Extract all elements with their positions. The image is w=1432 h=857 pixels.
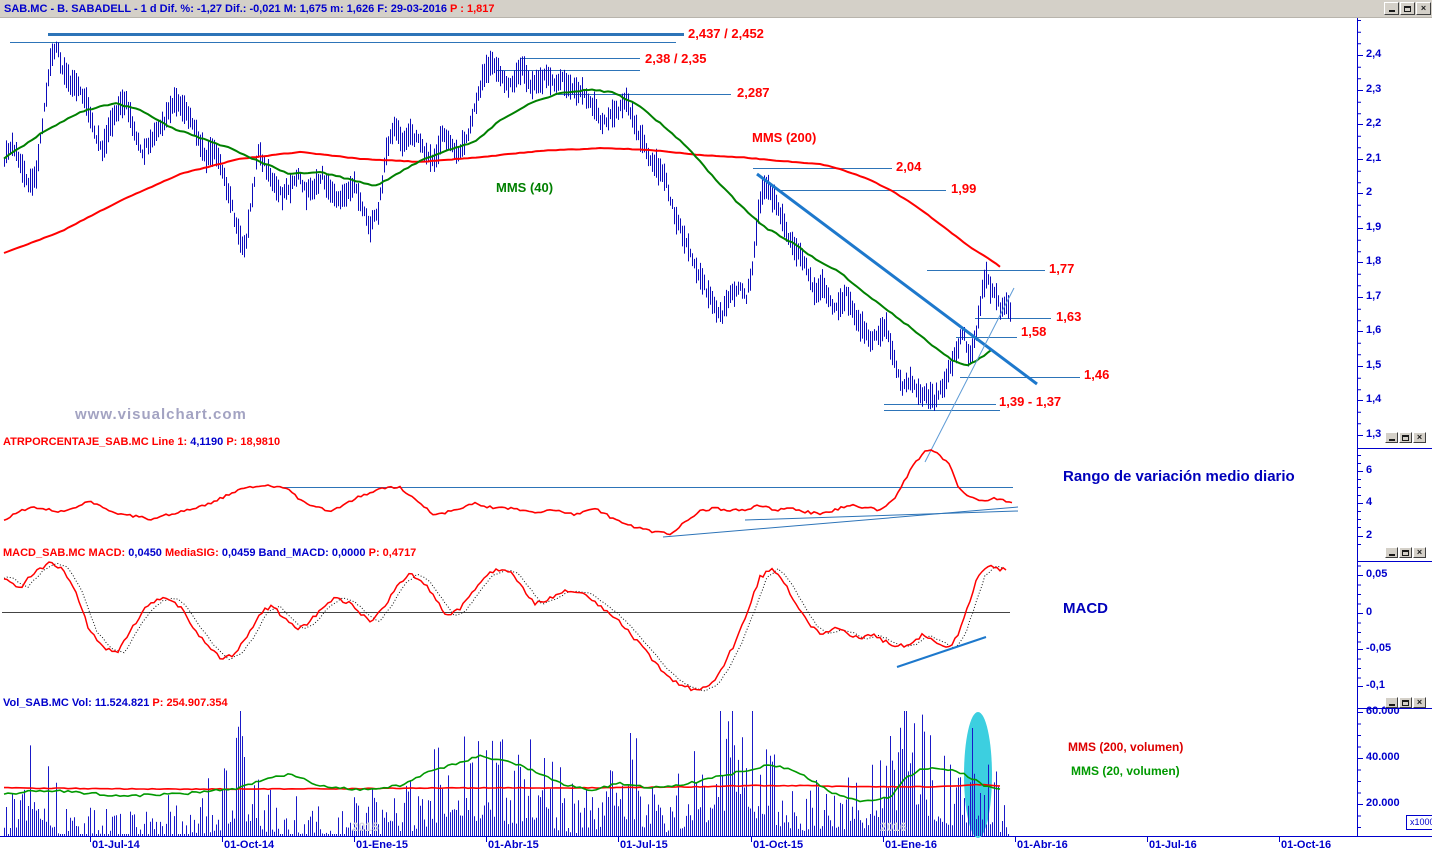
maximize-icon: [1402, 699, 1409, 706]
close-icon: ×: [1416, 547, 1423, 557]
title-segment: SAB.MC - B. SABADELL - 1 d Dif. %: -1,27…: [4, 2, 451, 15]
close-icon: ×: [1416, 697, 1423, 707]
close-icon: ×: [1416, 432, 1423, 442]
maximize-icon: [1402, 549, 1409, 556]
close-button[interactable]: ×: [1413, 697, 1426, 708]
title-segment: P : 1,817: [450, 2, 495, 15]
chart-title-bar: SAB.MC - B. SABADELL - 1 d Dif. %: -1,27…: [0, 0, 1432, 18]
chart-title: SAB.MC - B. SABADELL - 1 d Dif. %: -1,27…: [0, 3, 495, 15]
window-controls: ×: [1385, 697, 1426, 708]
close-button[interactable]: ×: [1413, 432, 1426, 443]
minimize-icon: [1388, 10, 1395, 12]
minimize-button[interactable]: [1385, 697, 1398, 708]
minimize-button[interactable]: [1385, 432, 1398, 443]
maximize-button[interactable]: [1399, 697, 1412, 708]
minimize-button[interactable]: [1385, 547, 1398, 558]
maximize-button[interactable]: [1399, 432, 1412, 443]
window-controls: ×: [1384, 2, 1431, 15]
minimize-icon: [1388, 554, 1395, 556]
window-controls: ×: [1385, 432, 1426, 443]
close-button[interactable]: ×: [1413, 547, 1426, 558]
close-icon: ×: [1420, 3, 1427, 13]
minimize-icon: [1388, 439, 1395, 441]
window-controls: ×: [1385, 547, 1426, 558]
maximize-button[interactable]: [1399, 547, 1412, 558]
maximize-icon: [1402, 434, 1409, 441]
minimize-button[interactable]: [1384, 2, 1399, 15]
maximize-button[interactable]: [1400, 2, 1415, 15]
maximize-icon: [1404, 5, 1411, 12]
minimize-icon: [1388, 704, 1395, 706]
close-button[interactable]: ×: [1416, 2, 1431, 15]
